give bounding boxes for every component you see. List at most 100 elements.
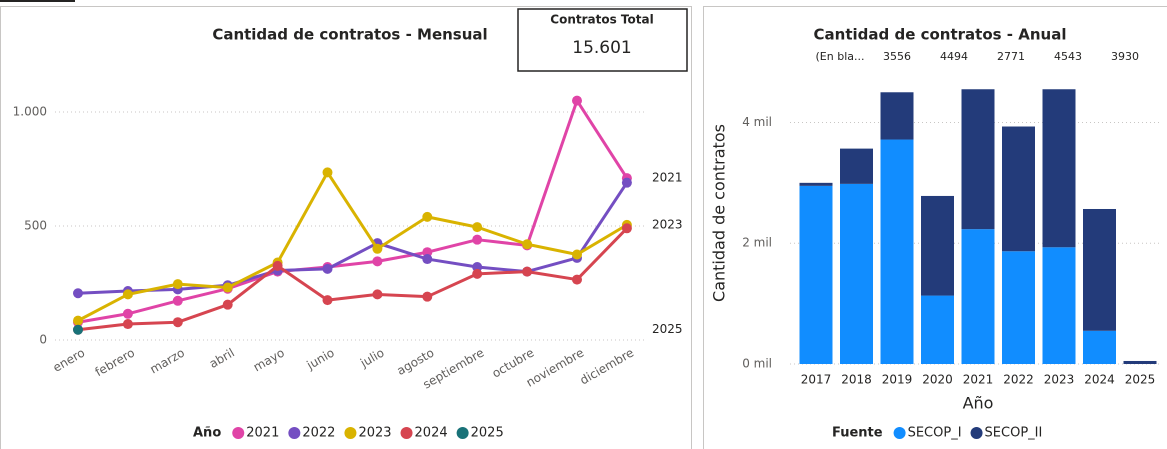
- bar-segment: [1042, 89, 1076, 248]
- data-point: [472, 222, 483, 233]
- data-point: [322, 167, 333, 178]
- bar-segment: [1042, 247, 1076, 364]
- series-line: [77, 170, 628, 322]
- series-line: [77, 227, 628, 332]
- data-point: [322, 295, 333, 306]
- bar-segment: [1123, 360, 1157, 364]
- legend-swatch: [456, 427, 469, 439]
- legend-title: Fuente: [832, 426, 883, 441]
- data-point: [621, 223, 632, 234]
- series-line: [77, 99, 629, 324]
- legend-swatch: [400, 427, 413, 439]
- bar-segment: [1002, 251, 1035, 364]
- bar-segment: [799, 182, 833, 186]
- data-point: [422, 247, 433, 258]
- legend-label: 2024: [415, 426, 448, 441]
- tab-marker: [0, 0, 75, 2]
- annotation: 3930: [1111, 50, 1139, 63]
- left-panel: [0, 6, 692, 449]
- data-point: [422, 211, 433, 222]
- x-tick-label: 2022: [1003, 373, 1034, 387]
- bar-segment: [921, 195, 954, 296]
- data-point: [472, 234, 483, 245]
- data-point: [73, 324, 83, 335]
- bar-segment: [799, 185, 833, 364]
- x-tick-label: julio: [357, 346, 386, 371]
- y-tick-label: 0: [39, 333, 47, 347]
- bar-segment: [840, 148, 873, 184]
- data-point: [73, 315, 83, 326]
- bar-segment: [880, 92, 914, 140]
- x-tick-label: 2018: [841, 373, 872, 387]
- data-point: [472, 262, 483, 273]
- y-axis-label: Cantidad de contratos: [710, 124, 729, 302]
- y-tick-label: 1.000: [13, 105, 47, 119]
- data-point: [572, 95, 582, 106]
- legend-label: SECOP_II: [985, 426, 1043, 441]
- data-point: [222, 299, 233, 310]
- legend-swatch: [970, 427, 983, 439]
- annotation: 4494: [940, 50, 968, 63]
- chart-title: Cantidad de contratos - Anual: [814, 26, 1067, 44]
- data-point: [73, 288, 83, 299]
- data-point: [322, 263, 333, 274]
- data-point: [422, 254, 433, 265]
- legend-swatch: [893, 427, 906, 439]
- x-tick-label: 2021: [963, 373, 994, 387]
- legend-title: Año: [193, 426, 221, 441]
- data-point: [172, 317, 183, 328]
- y-tick-label: 500: [24, 219, 47, 233]
- data-point: [572, 274, 582, 285]
- data-point: [472, 268, 483, 279]
- x-tick-label: marzo: [147, 346, 187, 377]
- x-tick-label: mayo: [251, 346, 287, 375]
- x-tick-label: 2023: [1044, 373, 1075, 387]
- data-point: [122, 289, 133, 300]
- data-point: [522, 266, 533, 277]
- card-value: 15.601: [572, 38, 631, 58]
- data-point: [372, 256, 383, 267]
- legend-label: 2021: [246, 426, 279, 441]
- data-point: [272, 260, 283, 271]
- annotation: 3556: [883, 50, 911, 63]
- x-tick-label: 2025: [1125, 373, 1156, 387]
- legend-swatch: [232, 427, 245, 439]
- end-label: 2021: [652, 171, 683, 185]
- y-tick-label: 4 mil: [742, 115, 772, 129]
- x-tick-label: febrero: [93, 346, 137, 380]
- annotation: 2771: [997, 50, 1025, 63]
- x-tick-label: abril: [207, 346, 237, 371]
- legend-label: SECOP_I: [908, 426, 962, 441]
- chart-title: Cantidad de contratos - Mensual: [212, 26, 487, 44]
- y-tick-label: 0 mil: [742, 357, 772, 371]
- legend-swatch: [344, 427, 357, 439]
- card-title: Contratos Total: [550, 13, 653, 27]
- right-panel: [703, 6, 1167, 449]
- y-tick-label: 2 mil: [742, 236, 772, 250]
- x-tick-label: 2017: [801, 373, 832, 387]
- x-tick-label: diciembre: [578, 346, 637, 388]
- legend-swatch: [288, 427, 301, 439]
- bar-segment: [880, 139, 914, 364]
- data-point: [172, 295, 183, 306]
- x-tick-label: 2024: [1084, 373, 1115, 387]
- bar-segment: [840, 183, 873, 364]
- data-point: [122, 308, 133, 319]
- data-point: [372, 289, 383, 300]
- x-tick-label: enero: [50, 346, 87, 375]
- x-tick-label: 2020: [922, 373, 953, 387]
- legend-label: 2025: [471, 426, 504, 441]
- bar-segment: [1083, 208, 1116, 331]
- data-point: [122, 319, 133, 330]
- data-point: [222, 282, 233, 293]
- data-point: [522, 239, 533, 250]
- bar-segment: [1083, 330, 1116, 364]
- annotation: 4543: [1054, 50, 1082, 63]
- data-point: [621, 177, 632, 188]
- bar-segment: [1002, 126, 1035, 252]
- series-line: [77, 181, 629, 295]
- kpi-card: [517, 8, 688, 72]
- end-label: 2025: [652, 322, 683, 336]
- x-tick-label: junio: [304, 346, 337, 373]
